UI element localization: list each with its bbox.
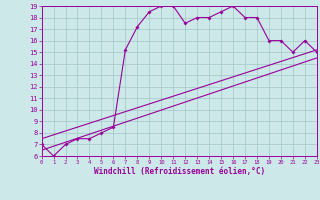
X-axis label: Windchill (Refroidissement éolien,°C): Windchill (Refroidissement éolien,°C) <box>94 167 265 176</box>
